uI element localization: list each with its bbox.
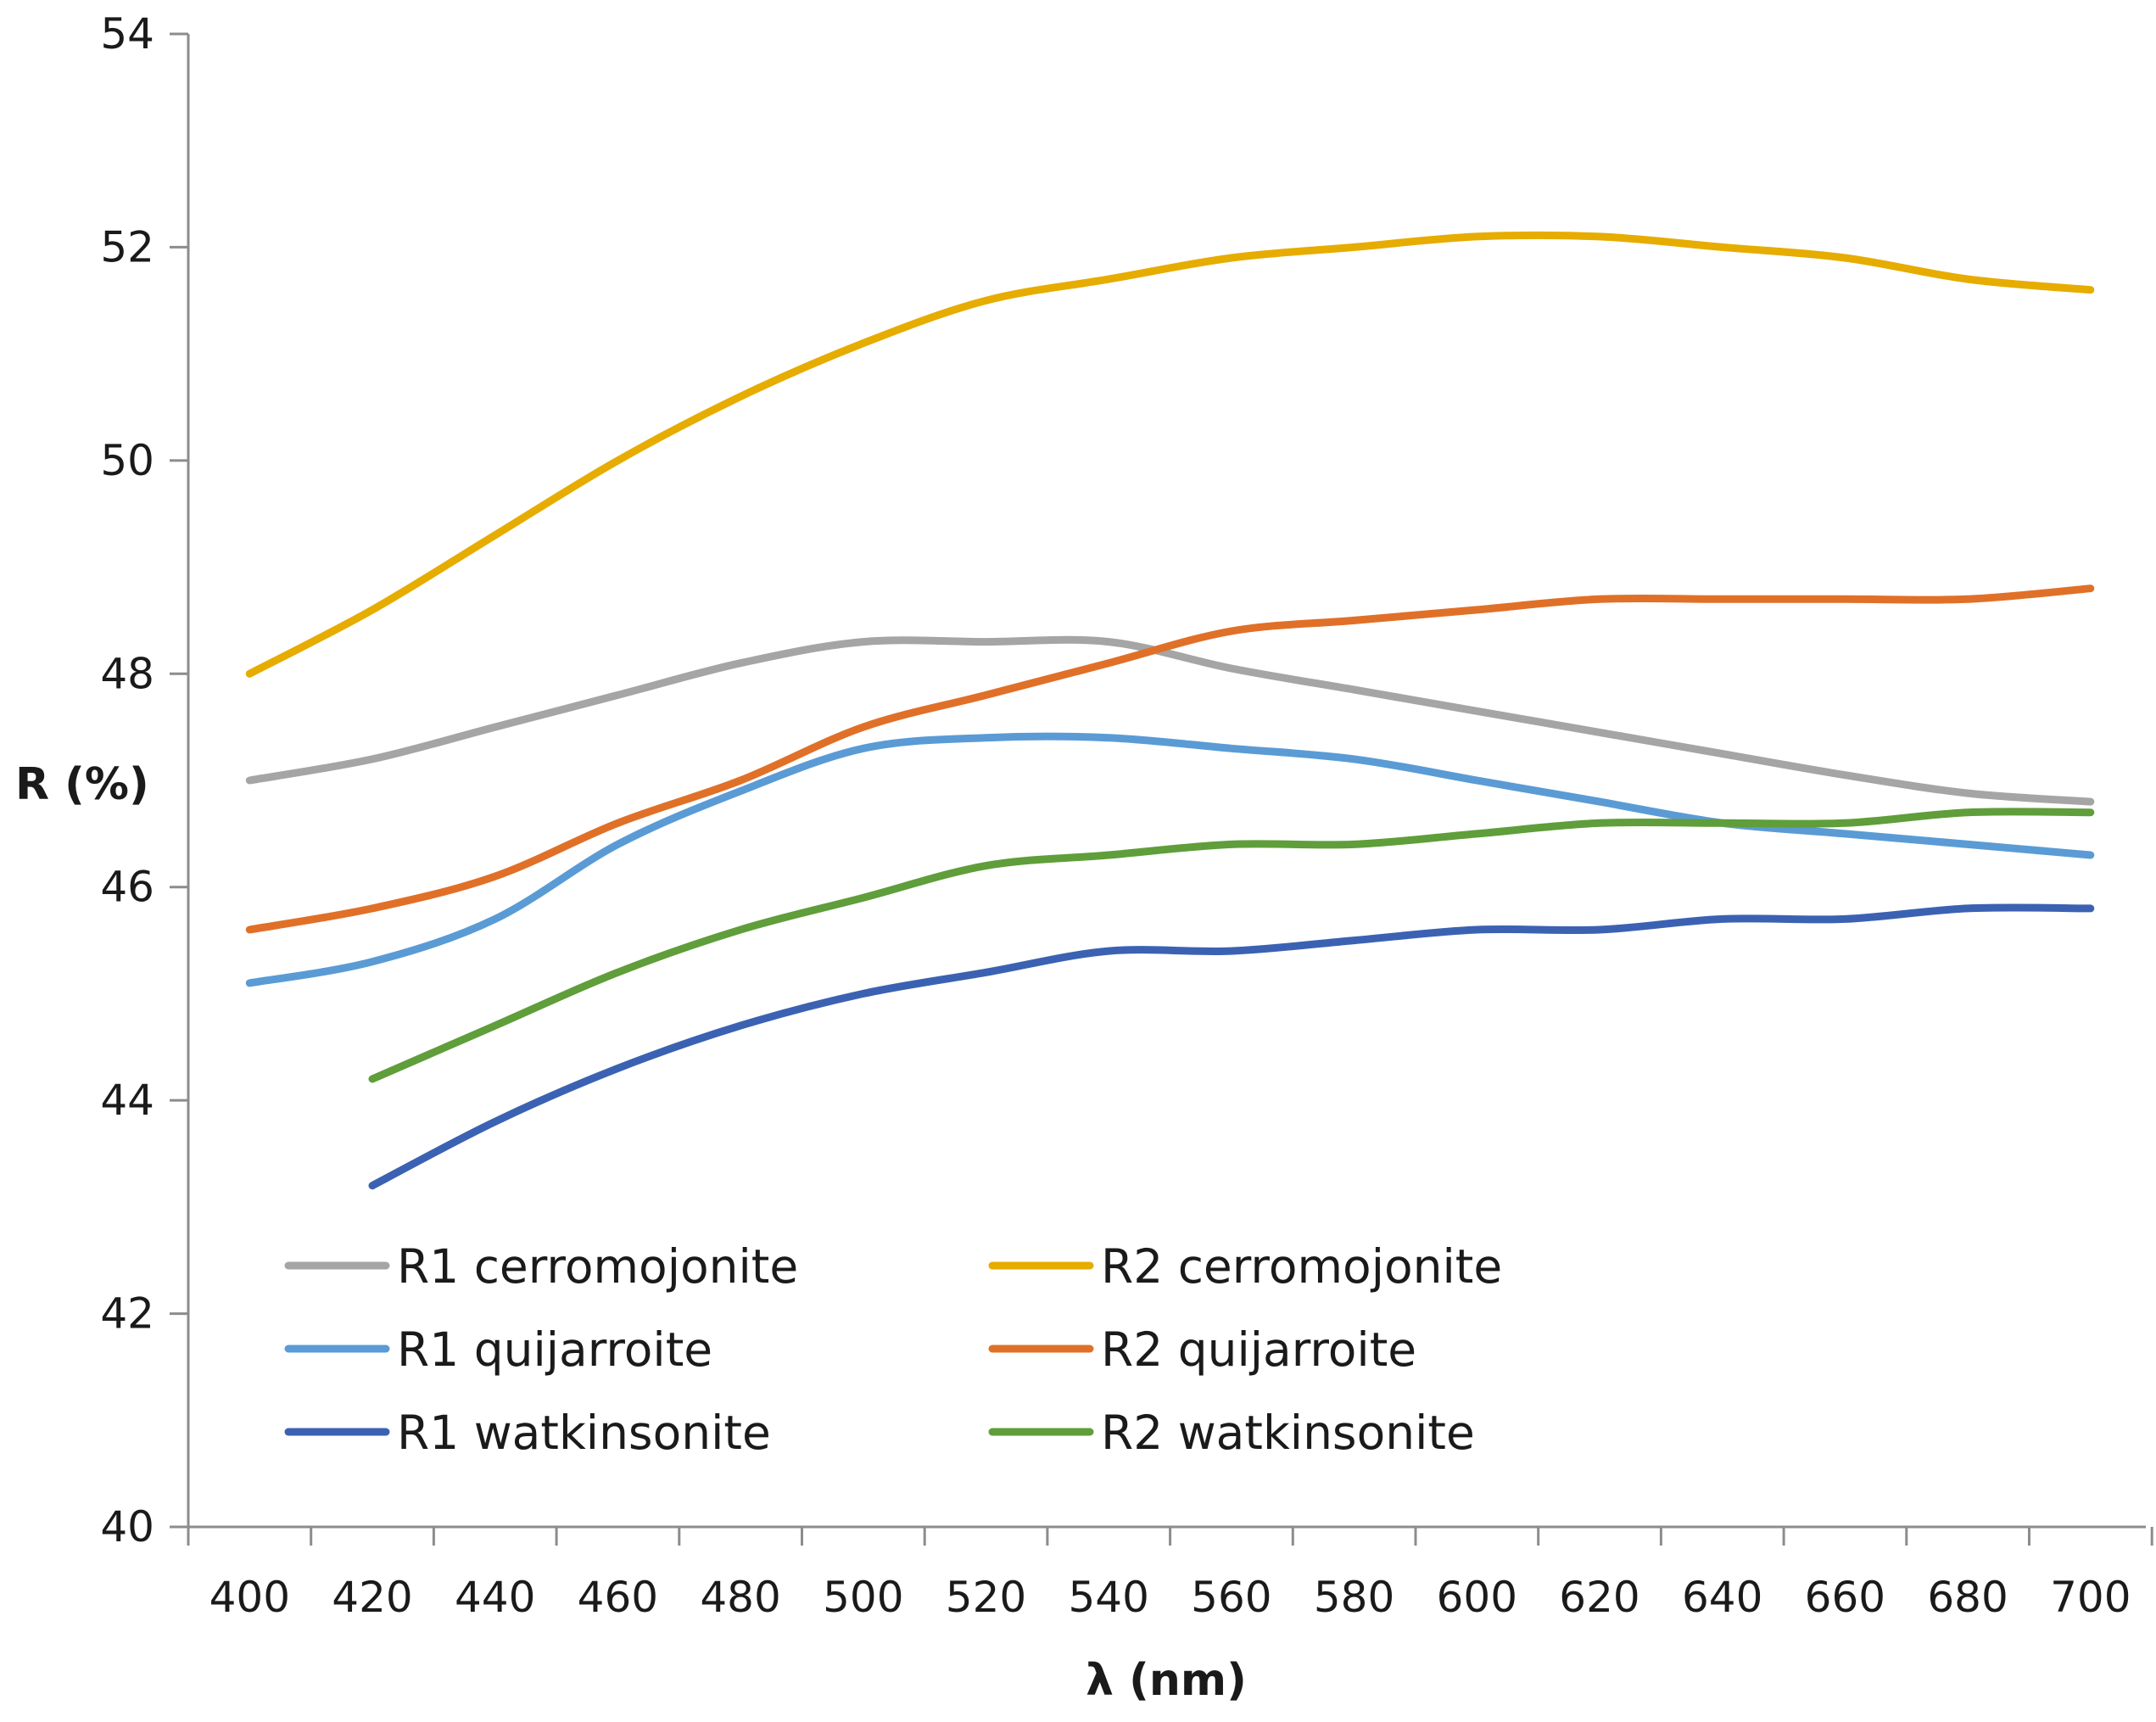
x-tick-label: 500	[823, 1573, 903, 1622]
y-tick-label: 48	[100, 649, 154, 698]
y-tick-label: 44	[100, 1076, 154, 1125]
axes: 40 42 44 46 48 50 52 54 400 420 440 460 480 500 520 540…	[100, 9, 2153, 1622]
legend-label-r1-quijarroite: R1 quijarroite	[397, 1322, 712, 1377]
y-tick-label: 52	[100, 222, 154, 271]
legend: R1 cerromojonite R2 cerromojonite R1 quija…	[284, 1239, 1502, 1460]
x-tick-label: 620	[1559, 1573, 1639, 1622]
y-tick-label: 46	[100, 863, 154, 912]
x-tick-label: 480	[700, 1573, 780, 1622]
legend-label-r1-cerromojonite: R1 cerromojonite	[397, 1239, 798, 1294]
y-axis-title: R (%)	[15, 759, 149, 810]
x-tick-label: 420	[332, 1573, 412, 1622]
series-line-r2-quijarroite	[245, 584, 2095, 934]
x-tick-label: 660	[1805, 1573, 1885, 1622]
x-tick-label: 460	[578, 1573, 658, 1622]
series-line-r1-quijarroite	[245, 732, 2095, 987]
x-tick-label: 540	[1068, 1573, 1148, 1622]
x-tick-label: 640	[1682, 1573, 1762, 1622]
series-line-r2-watkinsonite	[368, 808, 2095, 1083]
y-tick-label: 40	[100, 1502, 154, 1551]
y-tick-label: 54	[100, 9, 154, 59]
x-tick-label: 400	[209, 1573, 290, 1622]
x-axis-title: λ (nm)	[1086, 1655, 1247, 1706]
series-line-r2-cerromojonite	[245, 231, 2095, 678]
legend-label-r2-cerromojonite: R2 cerromojonite	[1101, 1239, 1502, 1294]
legend-label-r2-quijarroite: R2 quijarroite	[1101, 1322, 1416, 1377]
x-tick-label: 560	[1191, 1573, 1271, 1622]
x-tick-label: 440	[455, 1573, 535, 1622]
x-tick-label: 520	[946, 1573, 1026, 1622]
x-tick-label: 700	[2050, 1573, 2131, 1622]
y-tick-label: 42	[100, 1289, 154, 1339]
x-tick-label: 580	[1314, 1573, 1394, 1622]
series-line-r1-watkinsonite	[368, 903, 2095, 1190]
y-tick-label: 50	[100, 436, 154, 485]
series-layer	[245, 231, 2095, 1190]
x-tick-label: 600	[1437, 1573, 1517, 1622]
legend-label-r2-watkinsonite: R2 watkinsonite	[1101, 1406, 1475, 1460]
x-tick-label: 680	[1927, 1573, 2008, 1622]
series-line-r1-cerromojonite	[245, 635, 2095, 806]
legend-label-r1-watkinsonite: R1 watkinsonite	[397, 1406, 771, 1460]
